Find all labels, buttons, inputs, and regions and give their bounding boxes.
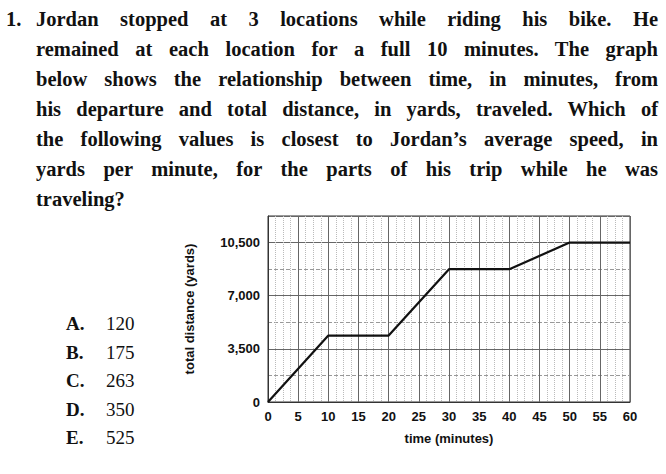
svg-text:40: 40 — [502, 409, 516, 424]
html-text:B.: B. — [66, 341, 84, 363]
svg-text:50: 50 — [562, 409, 576, 424]
html-text:E.: E. — [66, 427, 84, 448]
html-text:yards per minute, for the part: yards per minute, for the parts of his t… — [36, 158, 658, 180]
html-text:traveling?: traveling? — [36, 188, 125, 210]
svg-text:3,500: 3,500 — [227, 341, 260, 356]
svg-text:5: 5 — [295, 409, 302, 424]
svg-text:25: 25 — [412, 409, 426, 424]
svg-text:20: 20 — [381, 409, 395, 424]
html-text:120: 120 — [106, 313, 135, 334]
html-text:A.: A. — [66, 313, 85, 334]
html-text:350: 350 — [106, 398, 135, 420]
html-text:C.: C. — [66, 370, 85, 391]
html-text:the following values is closes: the following values is closest to Jorda… — [36, 128, 658, 150]
svg-text:55: 55 — [593, 409, 607, 424]
svg-text:15: 15 — [351, 409, 365, 424]
svg-text:0: 0 — [253, 395, 260, 410]
html-text:remained at each location for: remained at each location for a full 10 … — [36, 38, 658, 60]
html-text:D.: D. — [66, 398, 85, 420]
svg-text:total distance (yards): total distance (yards) — [182, 244, 197, 375]
svg-text:0: 0 — [264, 409, 271, 424]
html-text:263: 263 — [106, 370, 135, 391]
html-text:525: 525 — [106, 427, 135, 448]
svg-text:30: 30 — [442, 409, 456, 424]
svg-text:10,500: 10,500 — [220, 235, 260, 250]
svg-text:35: 35 — [472, 409, 486, 424]
svg-text:45: 45 — [532, 409, 546, 424]
svg-text:60: 60 — [623, 409, 637, 424]
svg-text:10: 10 — [321, 409, 335, 424]
html-text:his departure and total distan: his departure and total distance, in yar… — [36, 98, 658, 120]
html-text:below shows the relationship b: below shows the relationship between tim… — [36, 68, 658, 90]
svg-text:7,000: 7,000 — [227, 288, 260, 303]
html-text:1.: 1. — [6, 8, 22, 30]
html-text:175: 175 — [106, 341, 135, 363]
html-text:Jordan stopped at 3 locations: Jordan stopped at 3 locations while ridi… — [36, 8, 658, 30]
svg-text:time (minutes): time (minutes) — [405, 431, 494, 446]
